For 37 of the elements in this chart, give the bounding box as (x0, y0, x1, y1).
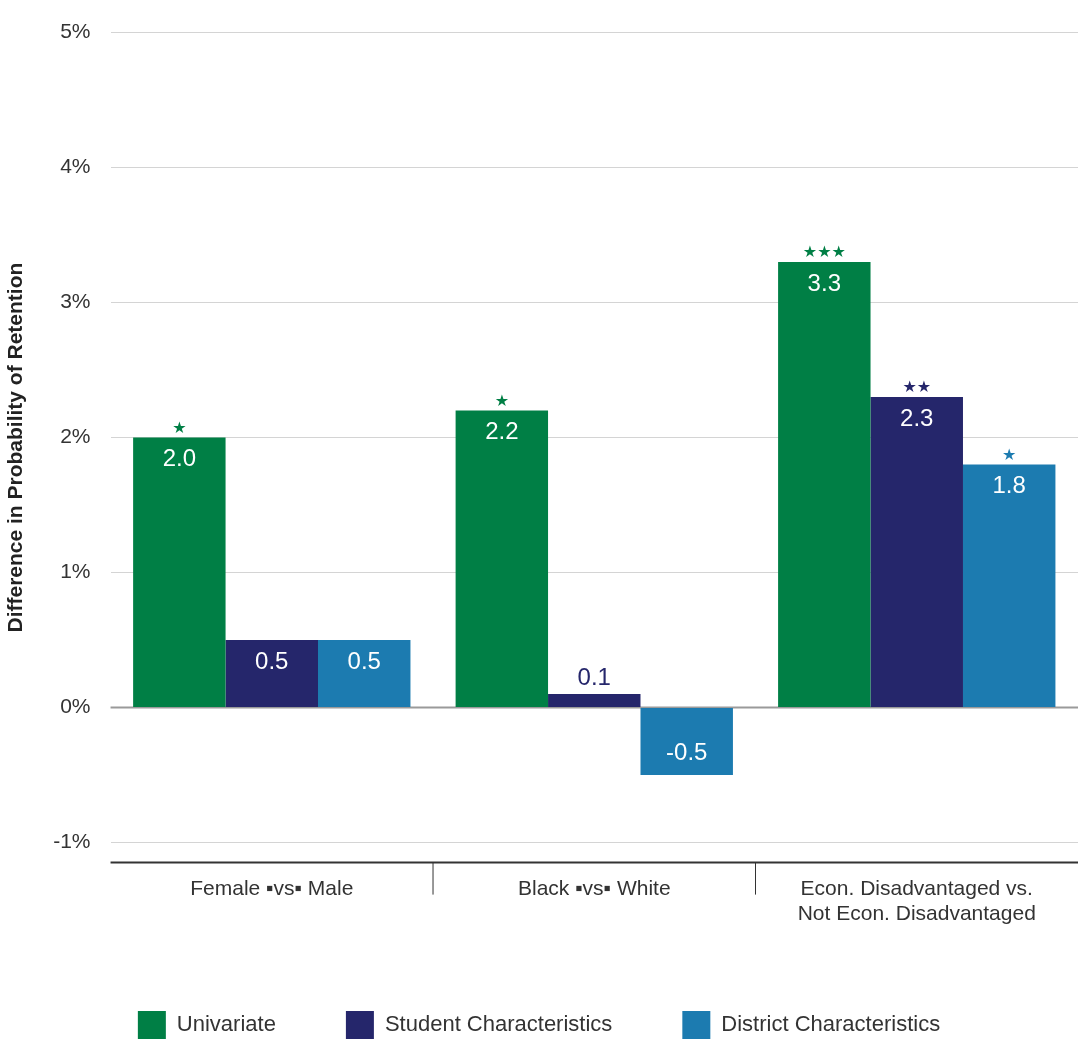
x-tick-label: Econ. Disadvantaged vs. Not Econ. Disadvantaged (797, 876, 1036, 925)
y-tick-label: 2% (60, 424, 91, 448)
data-label: 0.1 (577, 662, 611, 690)
y-tick-label: 0% (60, 694, 91, 718)
data-label: 2.3 (900, 403, 934, 431)
data-label: 2.0 (162, 444, 197, 472)
legend-label: Student Characteristics (384, 1011, 613, 1037)
annotation: ★★★ (802, 242, 846, 262)
bar (870, 396, 963, 707)
bar (778, 262, 871, 707)
bar (133, 437, 226, 707)
annotation: ★★ (902, 377, 932, 397)
bar (548, 693, 641, 707)
bar (225, 639, 319, 707)
data-label: 1.8 (992, 471, 1026, 499)
legend-label: District Characteristics (721, 1011, 941, 1037)
data-label: 2.2 (485, 417, 519, 445)
x-tick-label: Female ▪vs▪ Male (190, 876, 354, 899)
annotation: ★ (1002, 444, 1017, 464)
bar (455, 410, 549, 707)
y-tick-label: 3% (60, 289, 91, 313)
data-label: 3.3 (807, 268, 841, 296)
y-tick-label: 5% (60, 19, 91, 43)
y-axis-title: Difference in Probability of Retention (3, 262, 27, 633)
data-label: -0.5 (666, 737, 708, 765)
data-label: 0.5 (347, 646, 381, 674)
bar (318, 639, 411, 707)
y-tick-label: 4% (60, 154, 91, 178)
annotation: ★ (172, 417, 187, 437)
y-tick-label: 1% (60, 559, 91, 583)
bar (640, 707, 733, 775)
annotation: ★ (494, 390, 509, 410)
x-tick-label: Black ▪vs▪ White (517, 876, 671, 899)
data-label: 0.5 (255, 646, 289, 674)
legend-label: Univariate (176, 1011, 276, 1037)
y-tick-label: -1% (53, 829, 91, 853)
bar (962, 464, 1056, 707)
